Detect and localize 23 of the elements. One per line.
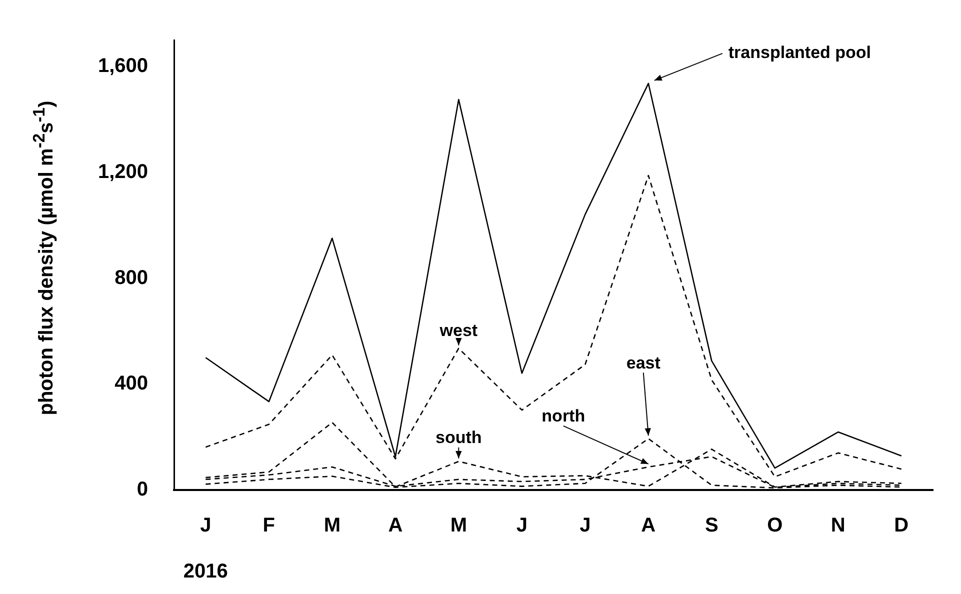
series-label: west <box>438 321 478 340</box>
text: 2016 <box>183 560 228 583</box>
y-tick-label: 1,200 <box>98 160 148 183</box>
y-tick-label: 400 <box>114 372 148 395</box>
x-tick-label: A <box>641 514 656 537</box>
x-tick-label: J <box>516 514 528 537</box>
x-tick-label: J <box>200 514 212 537</box>
x-tick-label: S <box>704 514 718 537</box>
x-tick-label: M <box>324 514 340 537</box>
text: east <box>626 353 661 372</box>
x-tick-label: J <box>580 514 591 537</box>
x-tick-label: A <box>388 514 403 537</box>
x-tick-label: M <box>450 514 467 537</box>
y-tick-label: 0 <box>136 478 148 501</box>
series-label: south <box>436 428 482 448</box>
x-tick-label: O <box>767 514 783 537</box>
x-tick-label: F <box>262 514 276 537</box>
text: transplanted pool <box>728 43 872 62</box>
x-tick-label: D <box>894 514 909 537</box>
y-tick-label: 1,600 <box>98 54 148 77</box>
text: north <box>542 406 586 426</box>
x-tick-label: N <box>830 514 846 537</box>
y-tick-label: 800 <box>114 266 148 289</box>
